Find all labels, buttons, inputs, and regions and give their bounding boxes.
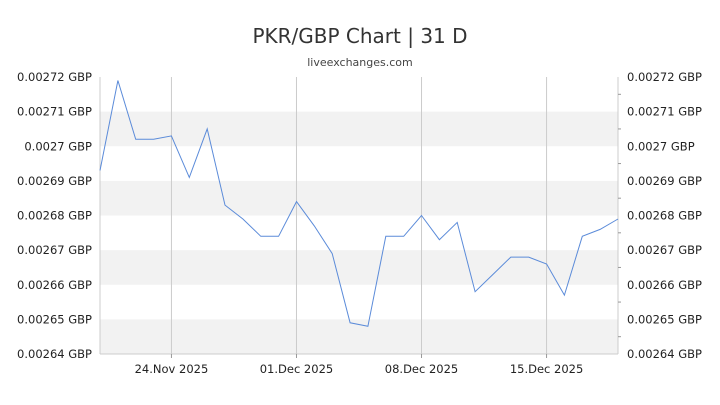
y-tick-label-left: 0.00265 GBP xyxy=(17,312,92,326)
data-point xyxy=(527,256,530,259)
y-tick-label-left: 0.00268 GBP xyxy=(17,209,92,223)
data-point xyxy=(170,134,173,137)
data-point xyxy=(259,235,262,238)
y-tick-label-right: 0.00269 GBP xyxy=(627,174,702,188)
data-point xyxy=(134,138,137,141)
y-tick-label-right: 0.00264 GBP xyxy=(627,347,702,361)
y-tick-label-right: 0.00268 GBP xyxy=(627,209,702,223)
x-tick-label: 01.Dec 2025 xyxy=(260,362,333,376)
data-point xyxy=(474,290,477,293)
data-point xyxy=(420,214,423,217)
y-tick-label-left: 0.0027 GBP xyxy=(24,139,92,153)
grid-band xyxy=(100,319,618,354)
chart-subtitle: liveexchanges.com xyxy=(307,56,413,69)
grid-band xyxy=(100,250,618,285)
data-point xyxy=(206,127,209,130)
y-tick-label-right: 0.00272 GBP xyxy=(627,70,702,84)
y-tick-label-left: 0.00267 GBP xyxy=(17,243,92,257)
y-tick-label-right: 0.00271 GBP xyxy=(627,105,702,119)
y-tick-label-left: 0.00266 GBP xyxy=(17,278,92,292)
data-point xyxy=(456,221,459,224)
series-line xyxy=(99,80,619,327)
data-point xyxy=(241,217,244,220)
data-point xyxy=(99,169,102,172)
y-tick-label-right: 0.00267 GBP xyxy=(627,243,702,257)
data-point xyxy=(277,235,280,238)
data-point xyxy=(313,224,316,227)
x-tick-label: 15.Dec 2025 xyxy=(510,362,583,376)
grid-band xyxy=(100,111,618,147)
y-tick-label-left: 0.00272 GBP xyxy=(17,70,92,84)
data-point xyxy=(331,252,334,255)
data-point xyxy=(384,235,387,238)
y-tick-label-right: 0.00266 GBP xyxy=(627,278,702,292)
data-point xyxy=(224,204,227,207)
data-point xyxy=(563,294,566,297)
chart-title: PKR/GBP Chart | 31 D xyxy=(252,24,468,48)
y-tick-label-left: 0.00271 GBP xyxy=(17,105,92,119)
data-point xyxy=(509,256,512,259)
data-point xyxy=(116,79,119,82)
data-point xyxy=(617,217,620,220)
y-tick-label-left: 0.00264 GBP xyxy=(17,347,92,361)
x-tick-label: 08.Dec 2025 xyxy=(385,362,458,376)
data-point xyxy=(599,228,602,231)
y-tick-label-right: 0.0027 GBP xyxy=(627,139,695,153)
data-point xyxy=(491,273,494,276)
data-point xyxy=(295,200,298,203)
data-point xyxy=(581,235,584,238)
grid-band xyxy=(100,180,618,216)
x-tick-label: 24.Nov 2025 xyxy=(135,362,209,376)
data-point xyxy=(366,325,369,328)
y-tick-label-left: 0.00269 GBP xyxy=(17,174,92,188)
y-tick-label-right: 0.00265 GBP xyxy=(627,312,702,326)
data-point xyxy=(152,138,155,141)
data-point xyxy=(438,238,441,241)
data-point xyxy=(402,235,405,238)
data-point xyxy=(349,321,352,324)
data-point xyxy=(188,176,191,179)
data-point xyxy=(545,262,548,265)
